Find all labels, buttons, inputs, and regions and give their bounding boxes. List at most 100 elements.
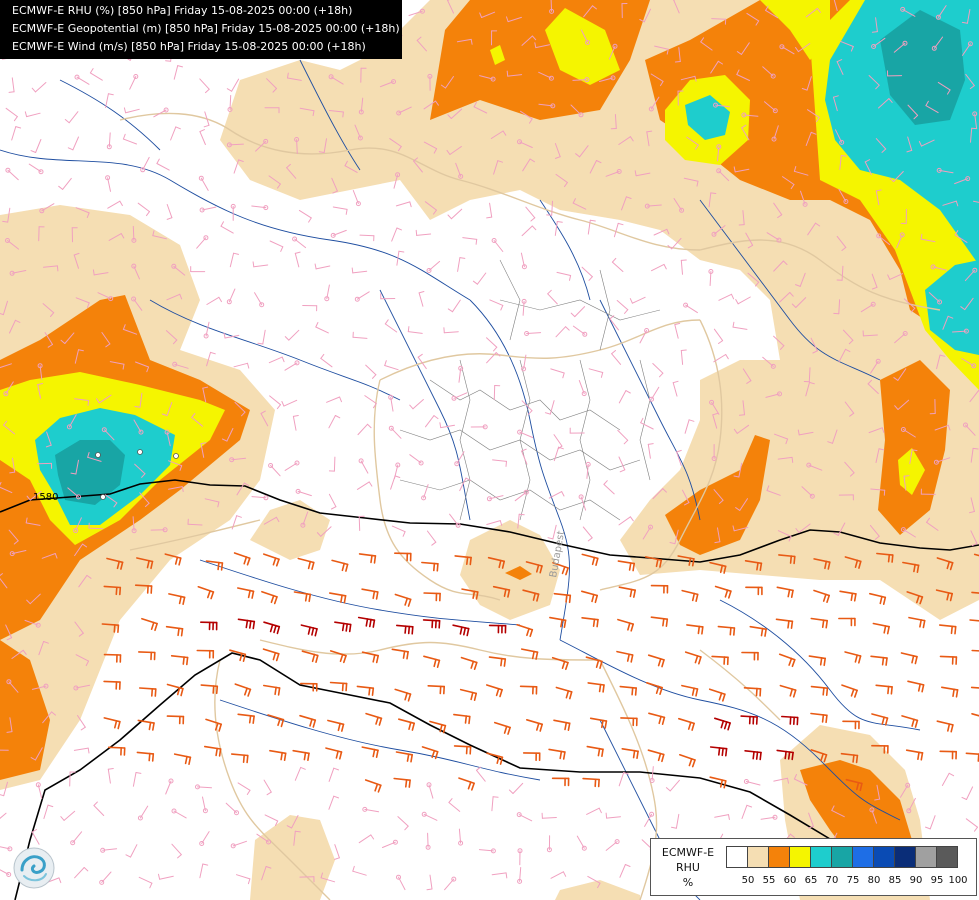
calm-wind-marker [171,263,177,269]
wind-barb-feather [37,383,43,386]
wind-barb [934,424,949,431]
wind-barb-feather [176,686,181,696]
wind-barb-feather [82,543,88,548]
wind-barb [320,526,332,537]
wind-barb-feather [883,625,887,634]
wind-barb-feather [113,624,116,633]
wind-barb [74,398,90,401]
wind-barb-feather [246,754,249,764]
wind-barb [486,337,498,348]
calm-wind-marker [802,201,808,207]
wind-barb-feather [275,558,280,567]
wind-barb-feather [239,652,243,662]
wind-barb-feather [695,593,699,603]
wind-barb [777,530,792,537]
wind-barb-feather [655,558,659,568]
wind-barb-feather [31,829,37,833]
calm-wind-marker [74,74,80,80]
wind-barb [616,300,629,311]
wind-barb-feather [565,326,570,331]
wind-barb-feather [218,296,222,303]
wind-barb-feather [181,486,184,492]
wind-barb-feather [440,84,446,89]
wind-barb-feather [223,332,226,339]
wind-barb [199,863,204,879]
wind-barb-feather [0,313,4,316]
wind-barb-feather [247,878,251,885]
wind-barb [521,400,533,412]
wind-barb-feather [659,686,663,696]
wind-barb-feather [518,513,525,516]
wind-barb [907,104,919,116]
calm-wind-marker [709,399,715,405]
wind-barb [805,7,818,18]
wind-barb-feather [119,200,123,206]
wind-barb [673,0,680,14]
calm-wind-marker [39,208,45,214]
wind-barb [206,351,211,367]
wind-barb [587,875,601,884]
wind-barb-feather [888,98,893,103]
wind-barb-feather [409,201,412,208]
wind-barb-feather [93,801,98,806]
wind-barb [226,428,234,442]
wind-barb-feather [787,751,791,760]
calm-wind-marker [455,522,461,528]
calm-wind-marker [105,175,111,181]
wind-barb-feather [719,779,724,788]
wind-barb-feather [592,5,597,10]
wind-barb-feather [433,148,438,154]
wind-barb-feather [105,343,111,348]
wind-barb-feather [625,390,631,394]
wind-barb-feather [881,427,885,433]
wind-barb [320,877,336,883]
calm-wind-marker [328,74,334,80]
calm-wind-marker [6,872,12,877]
wind-barb-feather [659,372,664,378]
wind-barb [358,553,377,557]
wind-barb [492,459,507,462]
wind-barb [779,292,791,303]
wind-barb-feather [292,415,299,417]
wind-barb-feather [476,766,481,771]
wind-barb-feather [218,723,222,732]
wind-barb-feather [568,594,572,604]
wind-barb-feather [667,245,673,250]
legend-tick-label: 75 [846,875,860,886]
wind-barb-feather [13,540,19,545]
wind-barb-feather [141,473,146,478]
wind-barb-feather [117,720,121,730]
wind-barb-feather [334,415,341,419]
wind-barb-feather [791,456,794,463]
wind-barb-feather [629,136,634,142]
wind-barb [0,486,13,494]
calm-wind-marker [168,778,174,784]
wind-barb-feather [759,751,762,761]
wind-barb-feather [245,619,249,629]
wind-barb [708,688,726,696]
calm-wind-marker [770,363,776,369]
wind-barb-feather [911,654,915,664]
wind-barb-feather [116,560,120,570]
wind-barb-feather [634,170,637,177]
calm-wind-marker [616,169,622,174]
wind-barb [264,814,279,822]
wind-barb-feather [30,150,37,153]
wind-barb-feather [723,780,727,789]
wind-barb [838,348,846,363]
wind-barb [897,399,910,410]
wind-barb-feather [634,687,638,696]
wind-barb [839,590,857,595]
wind-barb [493,160,499,175]
wind-barb-feather [531,650,535,660]
wind-barb [541,817,557,819]
wind-barb-feather [294,830,301,833]
wind-barb-feather [243,482,250,487]
legend-title: ECMWF-E RHU % [653,845,723,890]
wind-barb-feather [795,284,801,287]
wind-barb [263,779,272,793]
wind-barb [103,680,121,683]
wind-barb [680,259,683,275]
